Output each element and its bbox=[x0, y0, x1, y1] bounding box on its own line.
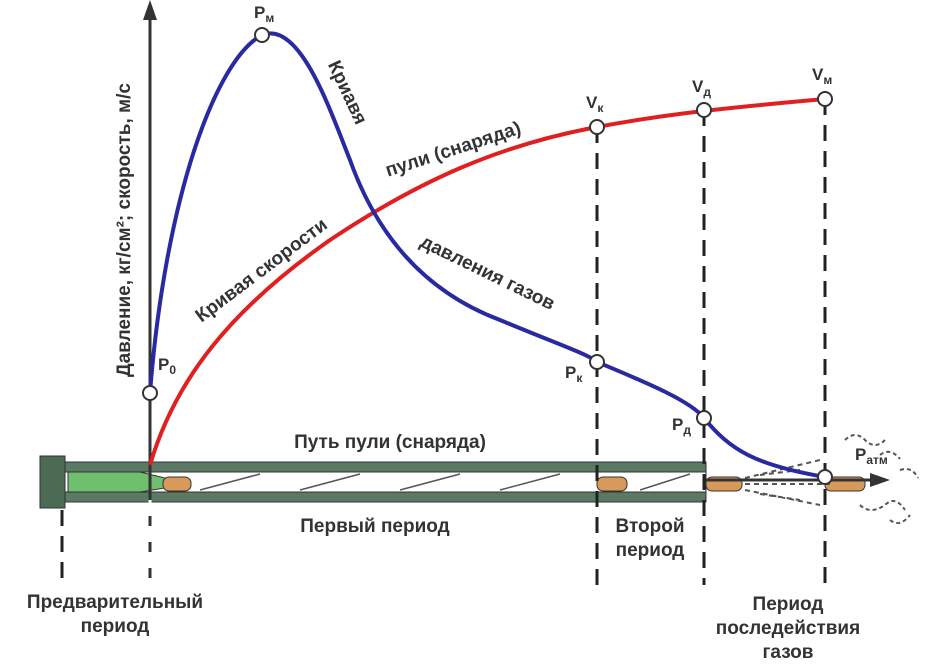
velocity-curve bbox=[148, 97, 826, 466]
curve-label: давления газов bbox=[417, 231, 558, 314]
point-label: Vк bbox=[586, 93, 604, 115]
point-letter: V bbox=[812, 65, 824, 84]
bullet bbox=[162, 476, 192, 492]
point-label: Pк bbox=[565, 363, 583, 385]
bullet bbox=[596, 476, 628, 492]
point-sub: к bbox=[597, 101, 604, 115]
axis-arrow bbox=[143, 0, 157, 20]
gas-cloud bbox=[844, 434, 919, 525]
point-marker bbox=[817, 469, 833, 485]
gas-jet bbox=[744, 459, 830, 506]
period-label: Предварительный bbox=[27, 592, 203, 613]
period-label: период bbox=[616, 540, 685, 561]
barrel bbox=[39, 434, 919, 525]
point-letter: V bbox=[586, 93, 598, 112]
period-dividers bbox=[60, 99, 827, 585]
period-label: период bbox=[81, 616, 150, 637]
point-marker bbox=[817, 91, 833, 107]
point-sub: к bbox=[576, 371, 583, 385]
point-marker bbox=[589, 354, 605, 370]
breech bbox=[39, 455, 66, 509]
curve-label: Криавя bbox=[323, 57, 371, 127]
point-sub: д bbox=[683, 423, 691, 437]
pressure-curve bbox=[148, 31, 826, 479]
curve-label: Кривая скорости bbox=[192, 214, 332, 327]
point-sub: д bbox=[703, 85, 711, 99]
point-marker bbox=[589, 119, 605, 135]
point-label: Vд bbox=[692, 77, 711, 99]
point-marker bbox=[254, 27, 270, 43]
period-label: Второй bbox=[615, 516, 684, 537]
point-label: Pм bbox=[254, 3, 274, 25]
axis-label: Давление, кг/см²; скорость, м/с bbox=[114, 83, 135, 377]
path-arrow bbox=[870, 473, 890, 487]
point-sub: м bbox=[265, 11, 274, 25]
point-marker bbox=[142, 385, 158, 401]
point-label: Pд bbox=[672, 415, 691, 437]
period-label: Период bbox=[753, 594, 824, 615]
point-marker bbox=[696, 102, 712, 118]
rifling bbox=[199, 473, 691, 491]
point-letter: V bbox=[692, 77, 704, 96]
path-label: Путь пули (снаряда) bbox=[294, 432, 486, 453]
point-sub: 0 bbox=[169, 363, 176, 377]
point-sub: атм bbox=[866, 453, 888, 467]
point-letter: P bbox=[254, 3, 265, 22]
point-label: Vм bbox=[812, 65, 832, 87]
point-letter: P bbox=[855, 445, 866, 464]
point-letter: P bbox=[672, 415, 683, 434]
point-label: P0 bbox=[158, 355, 176, 377]
period-label: последействия bbox=[716, 618, 860, 639]
point-label: Pатм bbox=[855, 445, 888, 467]
period-label: Первый период bbox=[300, 516, 449, 537]
point-letter: P bbox=[565, 363, 576, 382]
point-letter: P bbox=[158, 355, 169, 374]
point-sub: м bbox=[823, 73, 832, 87]
point-marker bbox=[696, 410, 712, 426]
period-label: газов bbox=[763, 642, 814, 663]
